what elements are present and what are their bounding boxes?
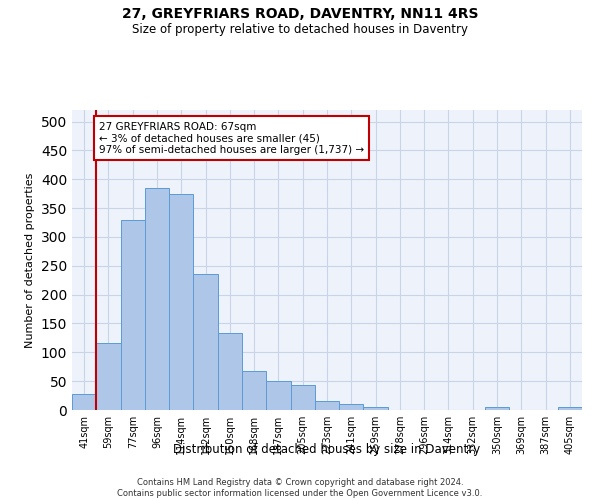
Bar [121,220,145,410]
Text: Contains HM Land Registry data © Crown copyright and database right 2024.
Contai: Contains HM Land Registry data © Crown c… [118,478,482,498]
Bar [169,194,193,410]
Y-axis label: Number of detached properties: Number of detached properties [25,172,35,348]
Bar [218,334,242,410]
Bar [364,407,388,410]
Bar [290,385,315,410]
Bar [485,406,509,410]
Bar [339,404,364,410]
Bar [96,343,121,410]
Bar [315,402,339,410]
Bar [558,406,582,410]
Bar [242,371,266,410]
Text: 27 GREYFRIARS ROAD: 67sqm
← 3% of detached houses are smaller (45)
97% of semi-d: 27 GREYFRIARS ROAD: 67sqm ← 3% of detach… [99,122,364,154]
Text: 27, GREYFRIARS ROAD, DAVENTRY, NN11 4RS: 27, GREYFRIARS ROAD, DAVENTRY, NN11 4RS [122,8,478,22]
Bar [145,188,169,410]
Text: Distribution of detached houses by size in Daventry: Distribution of detached houses by size … [173,442,481,456]
Bar [266,381,290,410]
Bar [72,394,96,410]
Text: Size of property relative to detached houses in Daventry: Size of property relative to detached ho… [132,22,468,36]
Bar [193,274,218,410]
